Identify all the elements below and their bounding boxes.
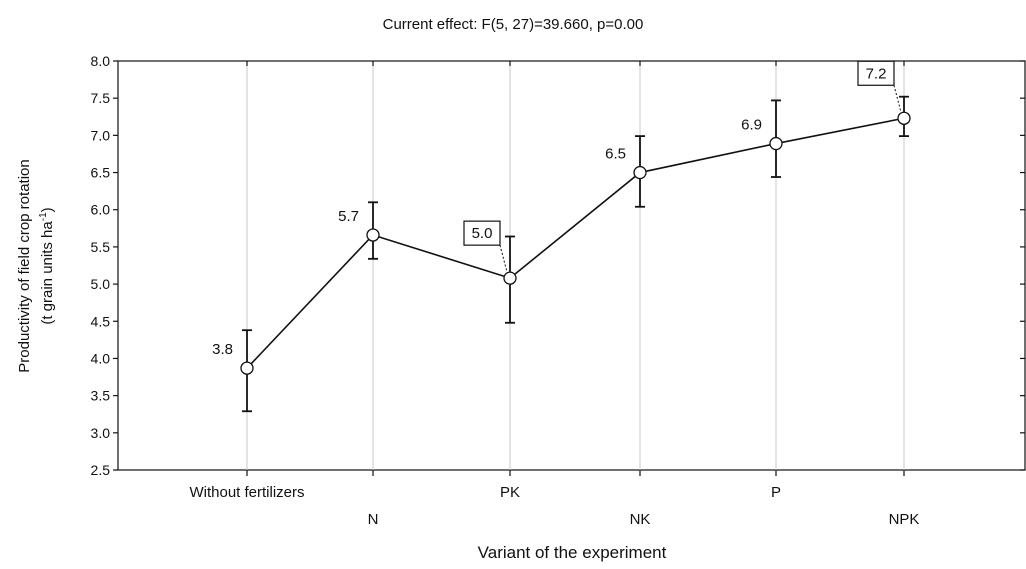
data-label: 6.9 bbox=[741, 117, 762, 134]
series-line bbox=[246, 117, 905, 369]
x-tick-label: N bbox=[368, 511, 379, 528]
data-label: 5.0 bbox=[472, 225, 493, 242]
y-tick-label: 6.5 bbox=[91, 165, 111, 181]
x-tick-label: PK bbox=[500, 484, 520, 501]
x-tick-label: Without fertilizers bbox=[189, 484, 304, 501]
label-leader bbox=[893, 85, 902, 113]
data-point bbox=[240, 361, 254, 375]
y-tick-label: 3.5 bbox=[91, 388, 111, 404]
x-tick-label: NPK bbox=[889, 511, 920, 528]
data-label: 3.8 bbox=[212, 341, 233, 358]
data-point bbox=[633, 165, 647, 180]
data-label: 7.2 bbox=[866, 65, 887, 82]
x-tick-label: NK bbox=[630, 511, 651, 528]
y-tick-label: 2.5 bbox=[91, 462, 111, 478]
data-label-box bbox=[857, 60, 895, 86]
data-point bbox=[769, 136, 783, 151]
y-tick-label: 7.0 bbox=[91, 127, 111, 143]
x-tick-label: P bbox=[771, 484, 781, 501]
plot-frame bbox=[117, 60, 1026, 471]
y-tick-label: 5.5 bbox=[91, 239, 111, 255]
data-label-box bbox=[463, 220, 501, 246]
y-tick-label: 7.5 bbox=[91, 90, 111, 106]
chart-title: Current effect: F(5, 27)=39.660, p=0.00 bbox=[382, 16, 644, 33]
data-point bbox=[366, 228, 380, 242]
data-label: 6.5 bbox=[605, 146, 626, 163]
y-tick-label: 6.0 bbox=[91, 202, 111, 218]
data-point bbox=[897, 111, 911, 125]
x-axis-label: Variant of the experiment bbox=[477, 543, 667, 562]
y-tick-label: 3.0 bbox=[91, 425, 111, 441]
y-tick-label: 4.0 bbox=[91, 350, 111, 366]
data-label: 5.7 bbox=[338, 208, 359, 225]
y-tick-label: 5.0 bbox=[91, 276, 111, 292]
label-leader bbox=[499, 245, 508, 273]
data-point bbox=[503, 271, 517, 285]
y-tick-label: 8.0 bbox=[91, 53, 111, 69]
y-tick-label: 4.5 bbox=[91, 313, 111, 329]
